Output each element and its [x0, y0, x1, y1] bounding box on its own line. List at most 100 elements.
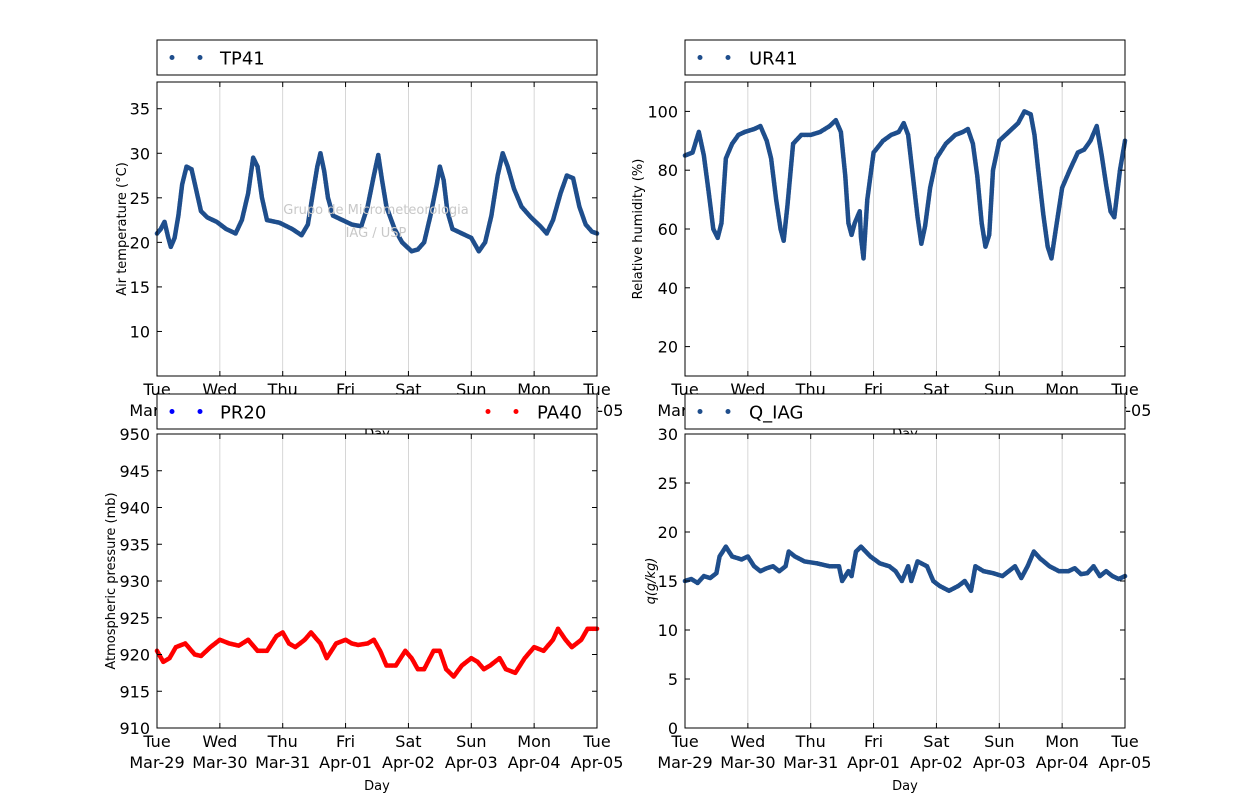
y-tick-label: 40	[658, 279, 678, 298]
y-tick-label: 0	[668, 719, 678, 738]
y-tick-label: 915	[119, 682, 150, 701]
legend-marker	[169, 409, 175, 414]
x-tick-day-label: Fri	[336, 732, 355, 751]
y-tick-label: 20	[658, 523, 678, 542]
x-tick-date-label: Mar-29	[657, 753, 712, 772]
y-tick-label: 10	[658, 621, 678, 640]
legend-label: TP41	[219, 49, 265, 70]
x-tick-date-label: Apr-04	[1036, 753, 1089, 772]
x-tick-date-label: Apr-01	[847, 753, 900, 772]
x-tick-date-label: Apr-03	[445, 753, 498, 772]
legend-label: Q_IAG	[749, 403, 803, 424]
x-tick-day-label: Tue	[1110, 732, 1138, 751]
x-tick-day-label: Wed	[202, 732, 237, 751]
x-tick-day-label: Sun	[984, 732, 1014, 751]
y-tick-label: 60	[658, 220, 678, 239]
x-tick-day-label: Tue	[582, 732, 610, 751]
plot-area	[685, 434, 1125, 728]
legend-box	[684, 39, 1126, 76]
y-tick-label: 15	[130, 278, 150, 297]
y-tick-label: 925	[119, 609, 150, 628]
x-tick-date-label: Apr-02	[382, 753, 435, 772]
plot-area	[157, 434, 597, 728]
legend-box	[684, 393, 1126, 430]
watermark-line-2: IAG / USP	[346, 226, 407, 241]
legend-marker	[697, 55, 703, 60]
series-UR41	[682, 109, 1128, 261]
x-tick-date-label: Mar-31	[783, 753, 838, 772]
y-tick-label: 30	[658, 425, 678, 444]
series-TP41	[154, 150, 600, 254]
x-tick-date-label: Apr-04	[508, 753, 561, 772]
y-tick-label: 945	[119, 462, 150, 481]
x-tick-day-label: Fri	[864, 732, 883, 751]
chart-panel-humidity: 20406080100TueMar-29WedMar-30ThuMar-31Fr…	[631, 81, 1151, 442]
legend-marker	[197, 409, 203, 414]
y-tick-label: 940	[119, 499, 150, 518]
y-tick-label: 100	[647, 102, 678, 121]
x-axis-label: Day	[892, 779, 918, 794]
x-tick-date-label: Mar-30	[192, 753, 247, 772]
x-tick-date-label: Mar-30	[720, 753, 775, 772]
legend-specific_humidity: Q_IAG	[684, 393, 1126, 430]
legend-marker	[513, 409, 519, 414]
legend-box	[156, 39, 598, 76]
series-Q_IAG	[682, 544, 1128, 594]
x-tick-date-label: Apr-03	[973, 753, 1026, 772]
y-tick-label: 30	[130, 144, 150, 163]
x-tick-day-label: Thu	[795, 732, 826, 751]
y-axis-label: q(g/kg)	[644, 558, 659, 605]
legend-marker	[197, 55, 203, 60]
x-tick-day-label: Thu	[267, 732, 298, 751]
x-tick-date-label: Apr-02	[910, 753, 963, 772]
x-tick-day-label: Mon	[517, 732, 551, 751]
legend-label: PR20	[220, 403, 266, 424]
chart-panel-pressure: 910 915 920 925 930 935 940 945 950 Tue Mar-29 Wed M…	[104, 425, 623, 794]
axes-frame	[156, 81, 598, 377]
y-tick-label: 910	[119, 719, 150, 738]
legend-label: PA40	[537, 403, 582, 424]
y-tick-label: 935	[119, 535, 150, 554]
x-tick-date-label: Mar-31	[255, 753, 310, 772]
y-axis-label: Atmospheric pressure (mb)	[104, 492, 119, 669]
y-tick-label: 20	[130, 233, 150, 252]
chart-panel-temperature: 101520253035TueMar-29WedMar-30ThuMar-31F…	[115, 81, 623, 442]
x-tick-date-label: Mar-29	[129, 753, 184, 772]
x-tick-day-label: Mon	[1045, 732, 1079, 751]
y-tick-label: 10	[130, 322, 150, 341]
legend-box	[156, 393, 598, 430]
series-PA40	[154, 626, 600, 679]
legend-temperature: TP41	[156, 39, 598, 76]
x-axis-label: Day	[364, 779, 390, 794]
watermark-line-1: Grupo de Micrometeorologia	[283, 203, 469, 218]
x-tick-date-label: Apr-05	[1099, 753, 1152, 772]
y-tick-label: 5	[668, 670, 678, 689]
x-tick-date-label: Apr-01	[319, 753, 372, 772]
x-tick-day-label: Sun	[456, 732, 486, 751]
y-axis-label: Air temperature (°C)	[115, 162, 130, 296]
x-tick-day-label: Sat	[395, 732, 421, 751]
legend-pressure: PR20 PA40	[156, 393, 598, 430]
x-tick-day-label: Tue	[142, 732, 170, 751]
legend-marker	[725, 55, 731, 60]
x-tick-day-label: Tue	[670, 732, 698, 751]
y-tick-label: 25	[130, 189, 150, 208]
chart-panel-specific_humidity: 0 5 10 15 20 25 30 Tue Mar-29 Wed Mar-30 Thu Mar-31 F…	[644, 425, 1151, 794]
y-tick-label: 35	[130, 100, 150, 119]
y-tick-label: 80	[658, 161, 678, 180]
legend-label: UR41	[749, 49, 798, 70]
x-tick-day-label: Wed	[730, 732, 765, 751]
y-tick-label: 20	[658, 338, 678, 357]
x-tick-day-label: Sat	[923, 732, 949, 751]
y-tick-label: 15	[658, 572, 678, 591]
legend-marker	[725, 409, 731, 414]
y-tick-label: 930	[119, 572, 150, 591]
x-tick-date-label: Apr-05	[571, 753, 624, 772]
watermark: Grupo de Micrometeorologia IAG / USP	[283, 203, 469, 241]
y-tick-label: 920	[119, 646, 150, 665]
legend-marker	[697, 409, 703, 414]
legend-marker	[169, 55, 175, 60]
y-tick-label: 25	[658, 474, 678, 493]
legend-marker	[485, 409, 491, 414]
